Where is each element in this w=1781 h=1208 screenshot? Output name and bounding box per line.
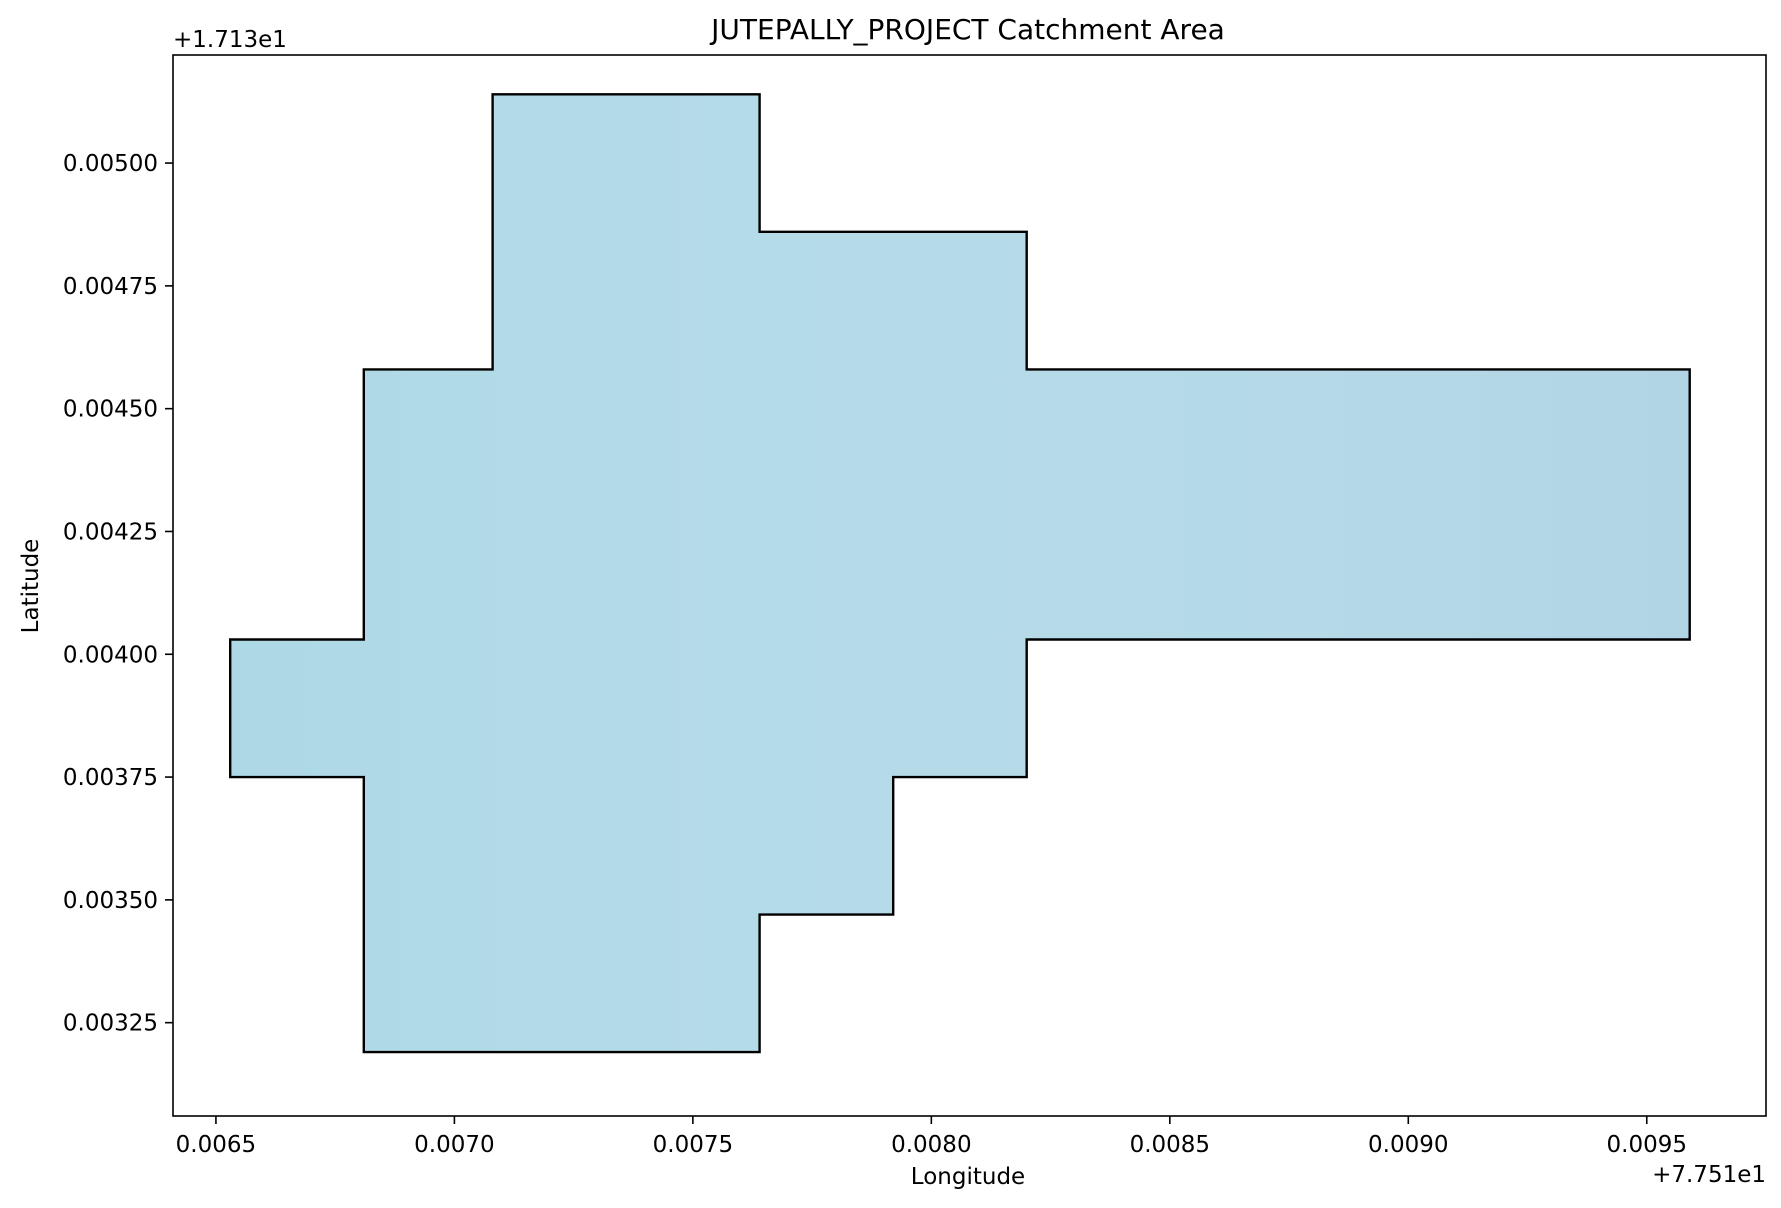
y-tick-label: 0.00375 bbox=[63, 765, 158, 791]
x-tick-label: 0.0070 bbox=[414, 1132, 494, 1158]
x-axis-label: Longitude bbox=[911, 1164, 1025, 1190]
y-axis-label: Latitude bbox=[18, 539, 44, 634]
x-tick-label: 0.0065 bbox=[176, 1132, 256, 1158]
y-tick-label: 0.00450 bbox=[63, 397, 158, 423]
x-axis-ticks: 0.0065 0.0070 0.0075 0.0080 0.0085 0.0090 0.00… bbox=[176, 1116, 1687, 1158]
y-tick-label: 0.00325 bbox=[63, 1011, 158, 1037]
x-tick-label: 0.0075 bbox=[653, 1132, 733, 1158]
x-tick-label: 0.0090 bbox=[1368, 1132, 1448, 1158]
x-tick-label: 0.0095 bbox=[1607, 1132, 1687, 1158]
catchment-polygon-outline bbox=[228, 93, 1691, 1054]
x-tick-label: 0.0085 bbox=[1130, 1132, 1210, 1158]
catchment-polygon-shade bbox=[230, 94, 1690, 1053]
y-tick-label: 0.00400 bbox=[63, 642, 158, 668]
y-axis-ticks: 0.00325 0.00350 0.00375 0.00400 0.00425 0.004… bbox=[63, 151, 173, 1037]
y-tick-label: 0.00350 bbox=[63, 888, 158, 914]
y-offset-label: +1.713e1 bbox=[173, 27, 287, 53]
y-tick-label: 0.00475 bbox=[63, 274, 158, 300]
x-offset-label: +7.751e1 bbox=[1652, 1162, 1766, 1188]
y-tick-label: 0.00425 bbox=[63, 519, 158, 545]
x-tick-label: 0.0080 bbox=[891, 1132, 971, 1158]
plot-area bbox=[172, 54, 1767, 1117]
chart-title: JUTEPALLY_PROJECT Catchment Area bbox=[709, 13, 1225, 46]
y-tick-label: 0.00500 bbox=[63, 151, 158, 177]
axes-frame bbox=[172, 54, 1767, 1117]
